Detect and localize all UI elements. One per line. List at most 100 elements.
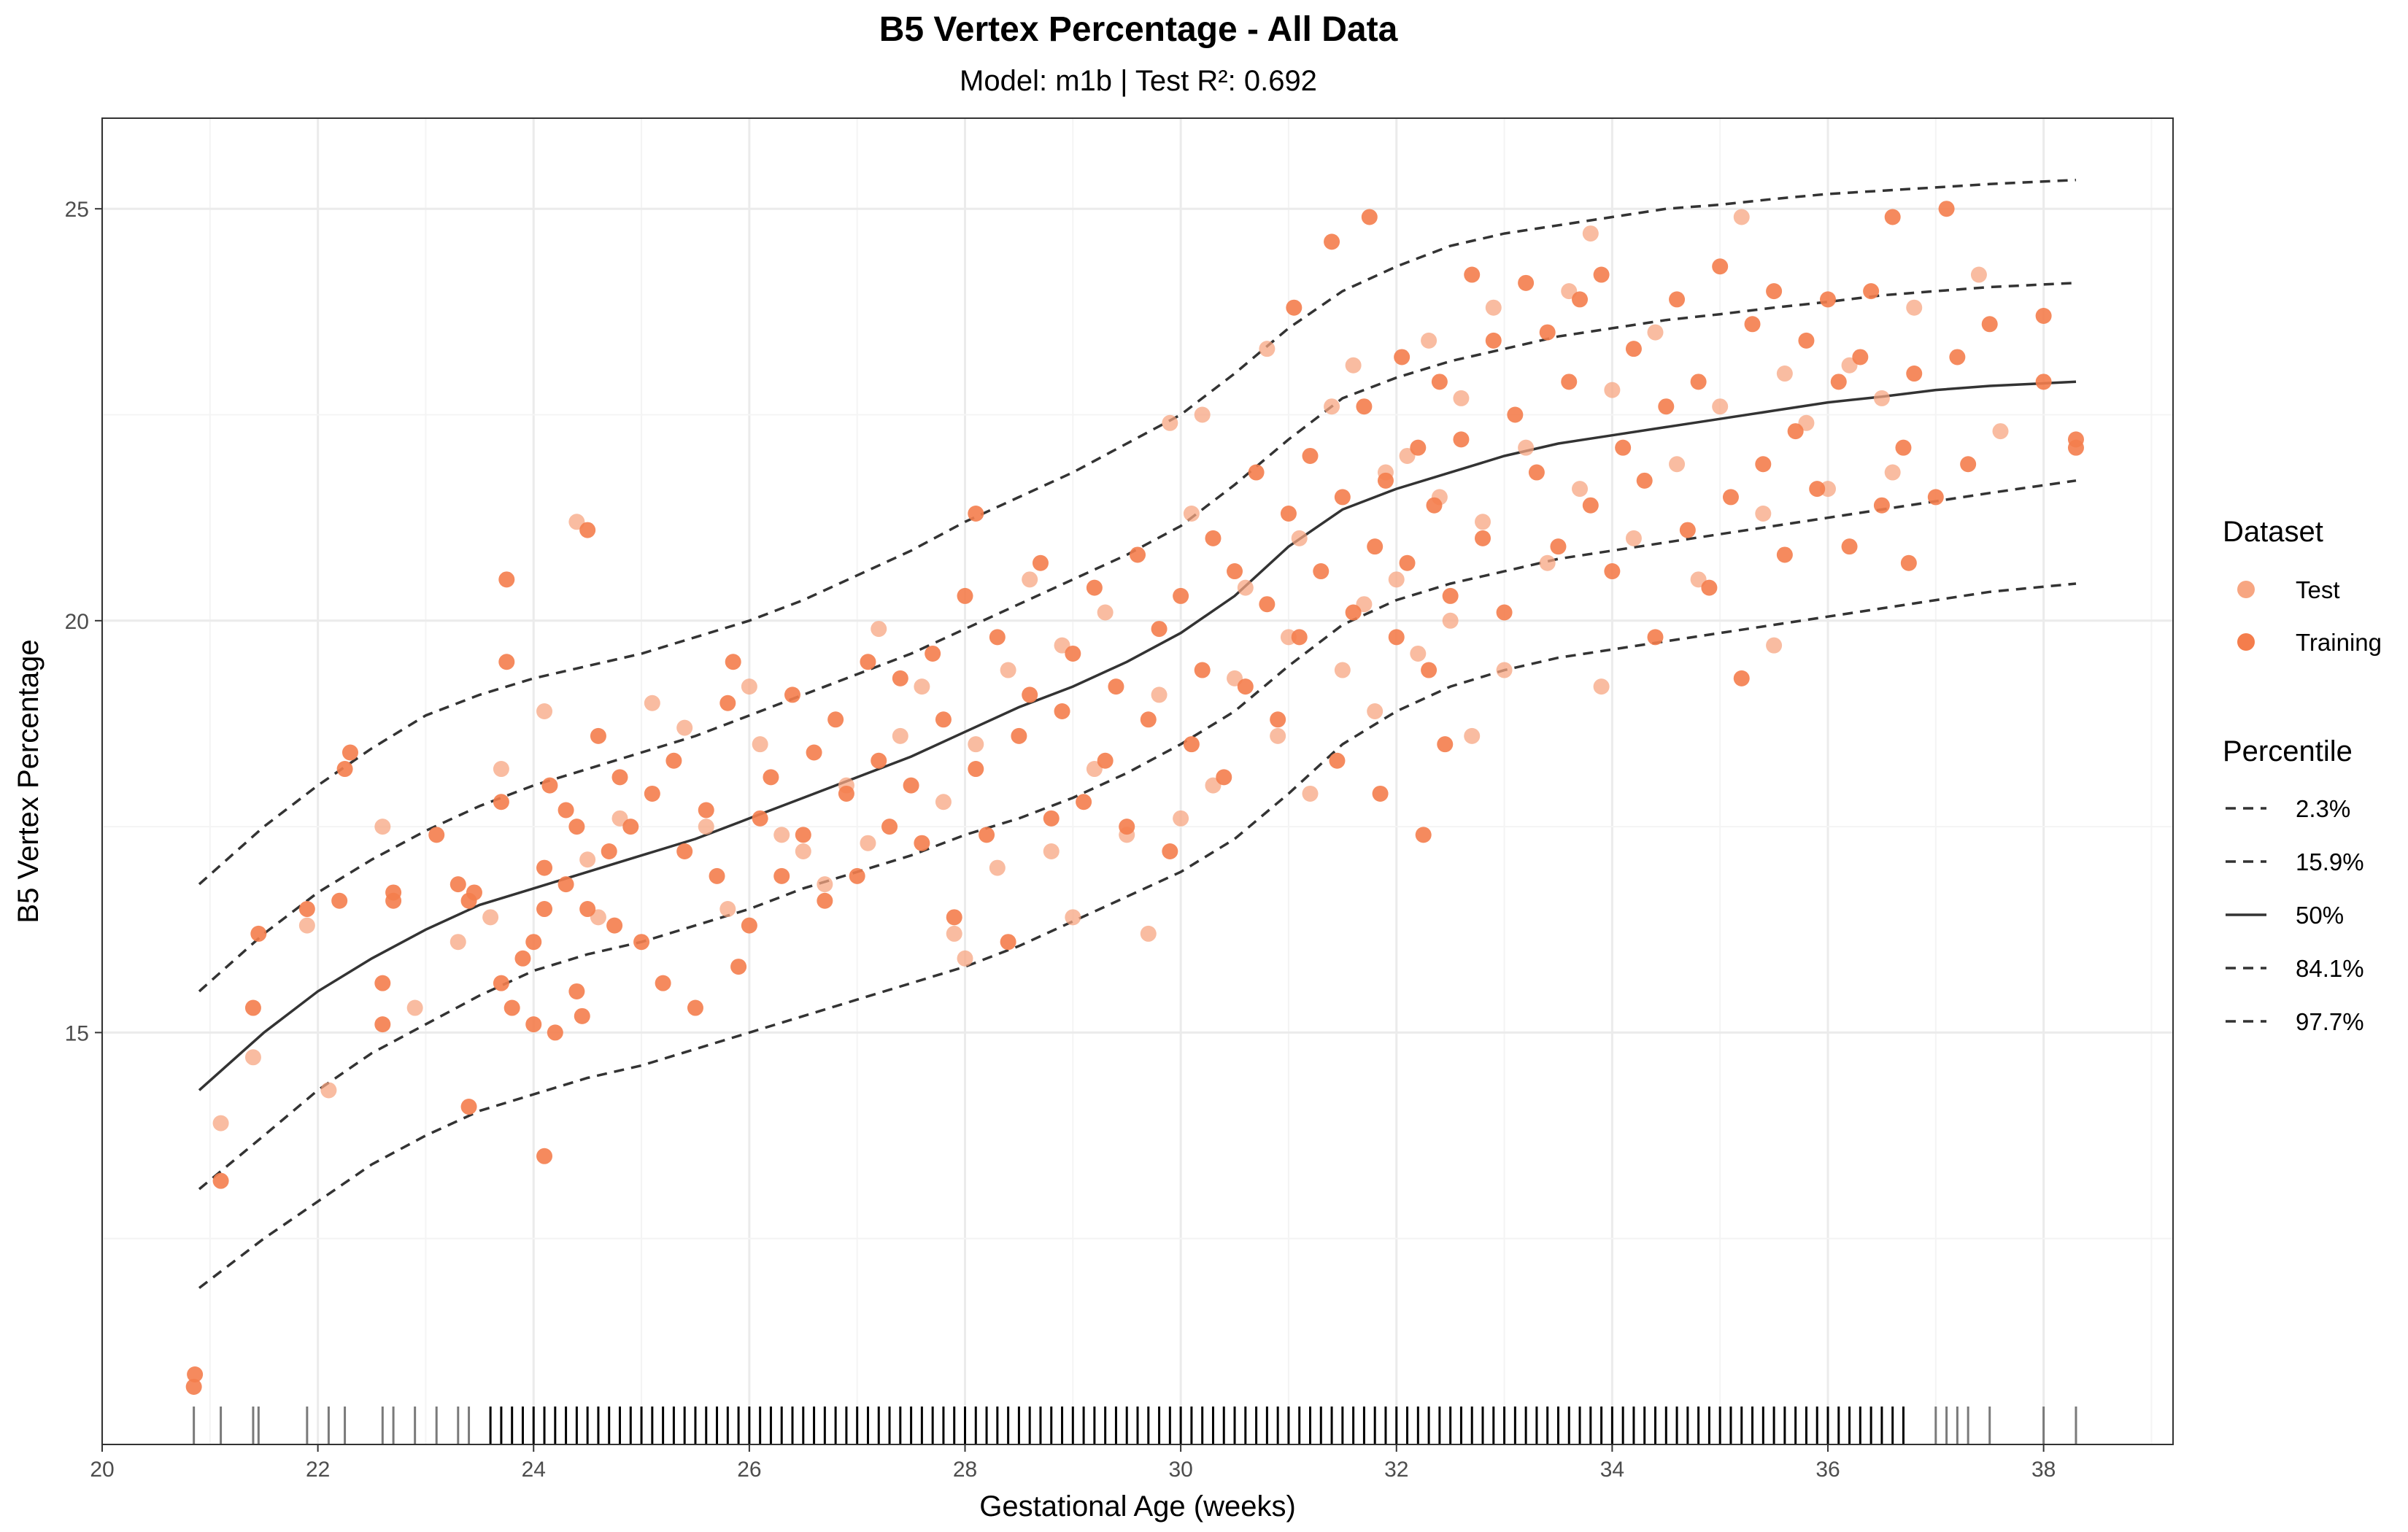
rug bbox=[193, 1407, 2077, 1444]
point-test bbox=[957, 950, 973, 967]
point-training bbox=[1426, 497, 1443, 514]
point-training bbox=[590, 727, 606, 744]
point-training bbox=[1270, 711, 1286, 728]
point-training bbox=[1572, 291, 1589, 308]
point-training bbox=[1906, 365, 1923, 382]
point-training bbox=[1475, 530, 1491, 546]
point-training bbox=[449, 876, 466, 893]
point-training bbox=[536, 1148, 553, 1164]
point-training bbox=[1313, 563, 1330, 580]
point-test bbox=[935, 794, 952, 811]
legend-dataset-items: Test Training bbox=[2237, 576, 2382, 656]
point-training bbox=[1582, 497, 1599, 514]
point-training bbox=[1464, 266, 1481, 283]
point-training bbox=[1938, 201, 1955, 217]
point-training bbox=[784, 686, 800, 703]
legend-swatch-training bbox=[2237, 633, 2255, 651]
point-test bbox=[676, 719, 693, 736]
point-training bbox=[498, 571, 515, 588]
point-test bbox=[1334, 662, 1351, 678]
point-test bbox=[579, 851, 596, 868]
y-axis-label: B5 Vertex Percentage bbox=[12, 639, 45, 923]
chart-subtitle: Model: m1b | Test R²: 0.692 bbox=[960, 65, 1317, 97]
point-training bbox=[1173, 587, 1189, 604]
point-training bbox=[1755, 456, 1772, 473]
point-test bbox=[1733, 209, 1750, 225]
point-test bbox=[968, 736, 984, 753]
percentile-curves bbox=[198, 178, 2077, 1289]
point-training bbox=[1345, 604, 1362, 621]
point-test bbox=[1000, 662, 1016, 678]
legend-percentile-items: 2.3% 15.9% 50% 84.1% 97.7% bbox=[2226, 795, 2364, 1035]
point-test bbox=[892, 727, 908, 744]
point-training bbox=[871, 752, 887, 769]
point-test bbox=[1043, 843, 1060, 859]
point-training bbox=[1410, 439, 1427, 456]
point-test bbox=[1873, 390, 1890, 406]
point-training bbox=[385, 892, 402, 909]
point-training bbox=[1119, 819, 1135, 835]
point-test bbox=[860, 835, 876, 851]
point-training bbox=[1884, 209, 1901, 225]
point-training bbox=[185, 1378, 202, 1395]
point-training bbox=[1415, 827, 1432, 843]
legend-label-97.7pct: 97.7% bbox=[2296, 1008, 2364, 1035]
point-training bbox=[250, 925, 267, 942]
point-training bbox=[525, 1016, 542, 1033]
point-training bbox=[503, 999, 520, 1016]
point-training bbox=[795, 827, 811, 843]
point-training bbox=[1280, 506, 1297, 522]
y-tick-label: 25 bbox=[65, 198, 89, 222]
point-training bbox=[1658, 398, 1675, 415]
point-training bbox=[903, 777, 919, 794]
grid bbox=[101, 118, 2173, 1444]
point-test bbox=[320, 1082, 337, 1099]
point-training bbox=[1766, 283, 1783, 300]
point-training bbox=[1669, 291, 1686, 308]
point-training bbox=[536, 859, 553, 876]
point-training bbox=[644, 785, 660, 802]
point-test bbox=[1884, 464, 1901, 481]
point-test bbox=[1712, 398, 1729, 415]
point-test bbox=[1453, 390, 1470, 406]
point-training bbox=[1334, 489, 1351, 506]
legend-label-50pct: 50% bbox=[2296, 902, 2344, 929]
point-test bbox=[1539, 554, 1556, 571]
point-training bbox=[568, 983, 585, 999]
point-training bbox=[1388, 629, 1405, 646]
point-test bbox=[1345, 357, 1362, 374]
point-test bbox=[1194, 406, 1211, 423]
point-training bbox=[1183, 736, 1200, 753]
point-training bbox=[574, 1007, 590, 1024]
point-test bbox=[1065, 909, 1081, 926]
point-test bbox=[406, 999, 423, 1016]
point-training bbox=[1679, 522, 1696, 538]
point-training bbox=[1394, 349, 1411, 365]
legend-label-training: Training bbox=[2296, 629, 2382, 656]
point-training bbox=[1372, 785, 1389, 802]
point-training bbox=[1625, 341, 1642, 357]
point-training bbox=[1140, 711, 1157, 728]
point-training bbox=[1216, 769, 1232, 786]
point-training bbox=[1377, 472, 1394, 489]
point-training bbox=[719, 695, 736, 711]
point-training bbox=[579, 901, 596, 918]
point-training bbox=[1421, 662, 1438, 678]
point-training bbox=[187, 1366, 204, 1383]
point-test bbox=[1259, 341, 1276, 357]
point-training bbox=[676, 843, 693, 859]
point-training bbox=[1873, 497, 1890, 514]
point-training bbox=[1776, 546, 1793, 563]
point-training bbox=[1722, 489, 1739, 506]
point-training bbox=[336, 761, 353, 778]
x-tick-label: 20 bbox=[90, 1458, 114, 1482]
x-tick-label: 26 bbox=[737, 1458, 761, 1482]
point-training bbox=[957, 587, 973, 604]
point-training bbox=[493, 794, 509, 811]
point-training bbox=[536, 901, 553, 918]
point-training bbox=[374, 1016, 391, 1033]
point-training bbox=[1437, 736, 1454, 753]
point-training bbox=[1151, 621, 1168, 638]
plot-background bbox=[102, 118, 2173, 1444]
